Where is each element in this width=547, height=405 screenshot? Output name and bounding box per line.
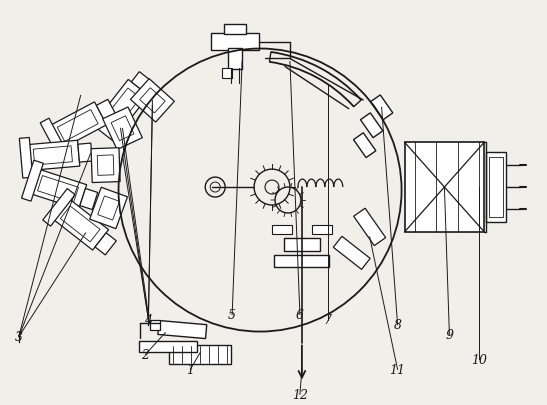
Bar — [360, 113, 383, 139]
Bar — [40, 119, 68, 159]
Bar — [228, 49, 242, 70]
Bar — [57, 110, 98, 142]
Text: 3: 3 — [15, 330, 23, 343]
Text: 2: 2 — [142, 348, 149, 361]
Bar — [97, 80, 149, 135]
Bar — [33, 147, 72, 166]
Bar — [275, 255, 329, 267]
Bar — [103, 108, 142, 150]
Text: 7: 7 — [324, 313, 332, 326]
Bar — [50, 102, 107, 149]
Text: 10: 10 — [472, 353, 487, 366]
Text: 11: 11 — [389, 363, 405, 376]
Text: 12: 12 — [292, 388, 308, 401]
Bar — [90, 188, 127, 229]
Bar — [87, 113, 125, 146]
Bar — [60, 207, 100, 242]
Bar — [354, 209, 386, 246]
Bar — [104, 89, 141, 128]
Text: 1: 1 — [187, 363, 194, 376]
Bar — [222, 69, 232, 79]
Bar — [96, 100, 117, 122]
Text: 5: 5 — [228, 308, 236, 321]
Bar — [139, 341, 197, 353]
Bar — [312, 226, 332, 235]
Text: 8: 8 — [394, 318, 401, 331]
Bar — [78, 144, 92, 163]
Bar — [158, 321, 207, 339]
Bar — [131, 79, 174, 123]
Bar — [170, 345, 231, 364]
Bar — [111, 117, 134, 141]
Bar — [98, 196, 119, 221]
Bar — [19, 138, 33, 179]
Bar — [38, 176, 78, 203]
Bar — [97, 156, 114, 176]
Bar — [370, 96, 393, 120]
Text: 4: 4 — [144, 313, 153, 326]
Bar — [353, 134, 376, 158]
Bar — [139, 89, 165, 114]
Bar — [405, 143, 484, 232]
Bar — [43, 189, 75, 226]
Text: 6: 6 — [296, 308, 304, 321]
Bar — [284, 239, 320, 252]
Bar — [224, 25, 246, 34]
Bar — [54, 200, 108, 250]
Bar — [28, 141, 80, 171]
Text: 9: 9 — [445, 328, 453, 341]
Bar — [272, 226, 292, 235]
Bar — [489, 158, 503, 217]
Bar — [95, 233, 117, 255]
Bar — [21, 161, 43, 202]
Bar — [131, 72, 154, 94]
Bar — [150, 320, 160, 330]
Bar — [333, 237, 370, 270]
Bar — [211, 34, 259, 51]
Bar — [80, 189, 98, 210]
Bar — [486, 153, 506, 222]
Bar — [31, 170, 86, 210]
Bar — [91, 148, 120, 183]
